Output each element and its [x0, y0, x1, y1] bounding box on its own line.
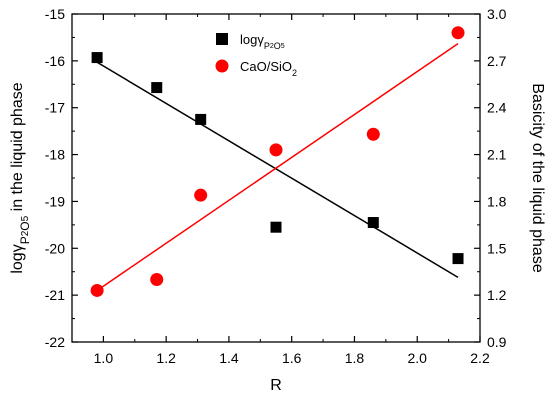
data-points: [90, 26, 465, 297]
legend-circle-marker: [215, 59, 229, 73]
circle-point: [194, 188, 208, 202]
fit-lines: [96, 43, 459, 292]
x-tick-label: 2.2: [470, 350, 490, 366]
y-left-tick-label: -20: [45, 240, 65, 256]
circle-point: [269, 143, 283, 157]
x-tick-label: 1.0: [94, 350, 114, 366]
y-right-tick-label: 2.4: [487, 100, 507, 116]
y-left-tick-label: -19: [45, 193, 65, 209]
x-axis-label: R: [270, 377, 282, 394]
y-left-tick-label: -21: [45, 287, 65, 303]
y-left-axis-label: logγP2O5 in the liquid phase: [9, 82, 32, 273]
square-point: [91, 52, 103, 64]
square-point: [367, 217, 379, 229]
x-tick-label: 2.0: [407, 350, 427, 366]
square-point: [195, 113, 207, 125]
circle-point: [366, 127, 380, 141]
square-point: [452, 253, 464, 265]
fit-line-log-gamma: [96, 61, 459, 278]
y-right-tick-label: 1.2: [487, 287, 507, 303]
x-tick-label: 1.4: [219, 350, 239, 366]
y-left-tick-label: -22: [45, 334, 65, 350]
square-point: [270, 221, 282, 233]
square-point: [151, 82, 163, 94]
y-right-tick-label: 0.9: [487, 334, 507, 350]
y-right-axis-label: Basicity of the liquid phase: [529, 83, 546, 273]
y-left-tick-label: -15: [45, 6, 65, 22]
circle-point: [90, 283, 104, 297]
fit-line-basicity: [96, 43, 459, 292]
legend-square-marker: [216, 33, 228, 45]
legend-label-basicity: CaO/SiO2: [240, 59, 297, 78]
y-right-tick-label: 1.8: [487, 193, 507, 209]
y-right-tick-label: 2.7: [487, 53, 507, 69]
legend-label-log-gamma: logγP2O5: [240, 32, 285, 51]
circle-point: [451, 26, 465, 40]
y-right-tick-label: 1.5: [487, 240, 507, 256]
y-right-tick-label: 2.1: [487, 147, 507, 163]
axis-ticks: 1.0 1.2 1.4 1.6 1.8 2.0 2.2 -22 -21 -20 -19 -18 -17 -…: [45, 6, 507, 366]
x-tick-label: 1.8: [345, 350, 365, 366]
x-tick-label: 1.2: [156, 350, 176, 366]
y-left-tick-label: -16: [45, 53, 65, 69]
y-right-tick-label: 3.0: [487, 6, 507, 22]
legend: logγP2O5 CaO/SiO2: [215, 32, 297, 78]
x-tick-label: 1.6: [282, 350, 302, 366]
y-left-tick-label: -17: [45, 100, 65, 116]
circle-point: [150, 273, 164, 287]
y-left-tick-label: -18: [45, 147, 65, 163]
